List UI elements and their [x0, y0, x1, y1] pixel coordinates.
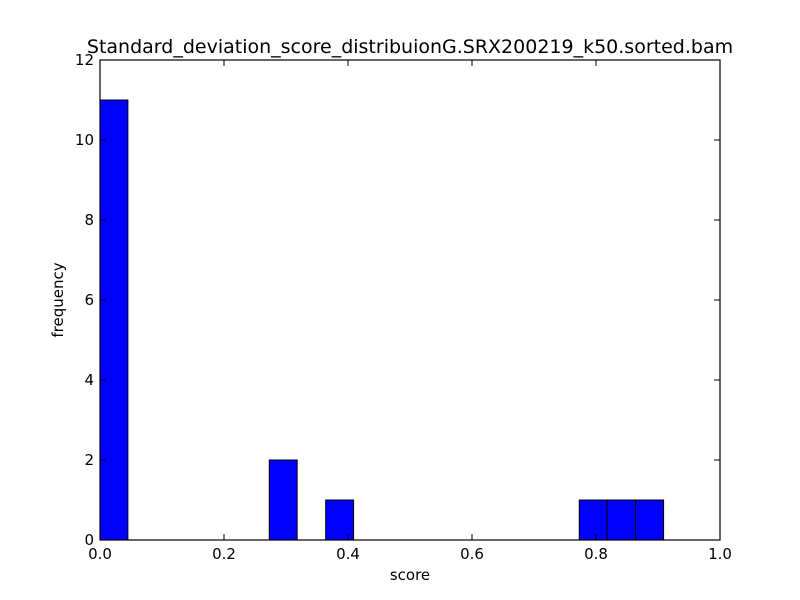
y-tick-label-3: 6: [84, 291, 94, 309]
y-tick-label-2: 4: [84, 371, 94, 389]
x-axis-label: score: [390, 566, 430, 584]
bars-group: [99, 99, 665, 541]
x-tick-label-4: 0.8: [584, 545, 608, 563]
y-axis-label: frequency: [49, 262, 67, 337]
histogram-bar-1: [268, 459, 298, 541]
histogram-bar-4: [606, 499, 637, 541]
y-tick-label-6: 12: [75, 51, 94, 69]
x-tick-label-0: 0.0: [88, 545, 112, 563]
plot-frame: [99, 59, 721, 541]
histogram-bar-5: [635, 499, 665, 541]
x-tick-label-3: 0.6: [460, 545, 484, 563]
y-tick-label-5: 10: [75, 131, 94, 149]
ticks-group: 0.0 0.2 0.4 0.6 0.8 1.0 0 2 4 6 8 10 12: [75, 51, 732, 563]
y-tick-label-4: 8: [84, 211, 94, 229]
histogram-bar-2: [325, 499, 355, 541]
histogram-bar-0: [99, 99, 129, 541]
x-tick-label-2: 0.4: [336, 545, 360, 563]
y-tick-label-1: 2: [84, 451, 94, 469]
x-tick-label-5: 1.0: [708, 545, 732, 563]
histogram-bar-3: [578, 499, 608, 541]
x-tick-label-1: 0.2: [212, 545, 236, 563]
chart-title: Standard_deviation_score_distribuionG.SR…: [87, 36, 733, 58]
y-tick-label-0: 0: [84, 531, 94, 549]
